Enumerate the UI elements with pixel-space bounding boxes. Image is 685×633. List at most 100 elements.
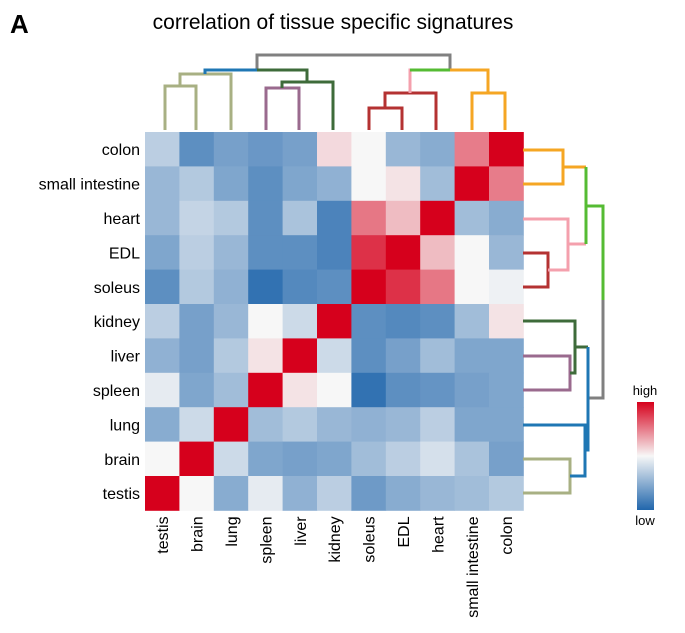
heatmap-cell-colon-liver (282, 132, 318, 167)
heatmap-cell-small-intestine-brain (179, 166, 215, 202)
heatmap-cell-EDL-heart (420, 235, 455, 270)
heatmap-cell-lung-liver (282, 407, 318, 442)
heatmap-cell-colon-heart (420, 132, 455, 167)
heatmap-cell-soleus-liver (282, 269, 318, 305)
colorbar-low-label: low (635, 513, 655, 528)
row-label-lung: lung (110, 417, 140, 434)
heatmap-cell-colon-kidney (317, 132, 352, 167)
heatmap-cell-colon-brain (179, 132, 215, 167)
heatmap-cell-testis-testis (145, 476, 180, 511)
heatmap-cell-small-intestine-EDL (385, 166, 421, 202)
row-label-soleus: soleus (94, 280, 140, 297)
heatmap-cell-brain-spleen (248, 441, 283, 477)
heatmap-cell-kidney-EDL (385, 304, 421, 339)
heatmap-cell-liver-brain (179, 338, 215, 374)
heatmap-cell-liver-heart (420, 338, 455, 374)
column-labels: testis brain lung spleen liver kidney soleus ED… (155, 516, 516, 618)
row-label-spleen: spleen (93, 383, 140, 400)
heatmap-cell-heart-heart (420, 200, 455, 236)
column-label-brain: brain (190, 516, 207, 552)
row-label-kidney: kidney (94, 314, 140, 331)
dendro-top-gut-join (450, 68, 490, 93)
heatmap-cell-heart-lung (213, 200, 249, 236)
heatmap-cell-lung-soleus (351, 407, 387, 442)
heatmap-cell-small-intestine-liver (282, 166, 318, 202)
heatmap-cell-small-intestine-soleus (351, 166, 387, 202)
dendro-row-muscle (584, 167, 605, 300)
heatmap-cell-small-intestine-testis (145, 166, 180, 202)
heatmap-cell-lung-small-intestine (454, 407, 490, 442)
heatmap-cell-brain-brain (179, 441, 215, 477)
column-label-small-intestine: small intestine (465, 516, 482, 617)
heatmap-cell-liver-liver (282, 338, 318, 374)
heatmap-cell-kidney-testis (145, 304, 180, 339)
row-label-EDL: EDL (109, 245, 140, 262)
heatmap-cell-brain-EDL (385, 441, 421, 477)
heatmap-cell-testis-soleus (351, 476, 387, 511)
heatmap-cell-colon-spleen (248, 132, 283, 167)
dendro-top-brain-testis (163, 84, 198, 130)
dendro-row-root (588, 300, 605, 400)
heatmap-cell-kidney-small-intestine (454, 304, 490, 339)
row-label-small-intestine: small intestine (39, 177, 140, 194)
dendro-row-gut (523, 148, 565, 186)
heatmap-cell-colon-lung (213, 132, 249, 167)
dendro-top-heart-join (408, 68, 450, 93)
heatmap-cell-colon-soleus (351, 132, 387, 167)
heatmap-cell-heart-soleus (351, 200, 387, 236)
dendro-top-blue (203, 68, 257, 74)
column-label-EDL: EDL (396, 516, 413, 547)
dendro-top-gut (470, 91, 507, 130)
heatmap-cell-liver-EDL (385, 338, 421, 374)
heatmap-cell-lung-lung (213, 407, 249, 442)
heatmap-cell-EDL-small-intestine (454, 235, 490, 270)
heatmap-cell-spleen-soleus (351, 372, 387, 408)
column-label-kidney: kidney (327, 516, 344, 562)
heatmap-cell-lung-EDL (385, 407, 421, 442)
heatmap-cell-spleen-colon (489, 372, 524, 408)
heatmap-cell-liver-spleen (248, 338, 283, 374)
row-label-testis: testis (103, 486, 140, 503)
heatmap-cell-brain-soleus (351, 441, 387, 477)
heatmap-cell-testis-lung (213, 476, 249, 511)
column-label-testis: testis (155, 516, 172, 553)
heatmap-cell-spleen-EDL (385, 372, 421, 408)
heatmap-cell-heart-brain (179, 200, 215, 236)
heatmap-cell-brain-testis (145, 441, 180, 477)
heatmap-cell-testis-heart (420, 476, 455, 511)
heatmap-cell-small-intestine-kidney (317, 166, 352, 202)
dendro-row-kidney (523, 319, 577, 375)
row-label-brain: brain (104, 452, 140, 469)
heatmap-cell-soleus-kidney (317, 269, 352, 305)
heatmap-cell-testis-liver (282, 476, 318, 511)
dendro-row-spleen-liver (523, 354, 572, 392)
heatmap-cell-brain-kidney (317, 441, 352, 477)
heatmap-cell-spleen-kidney (317, 372, 352, 408)
heatmap-cell-EDL-colon (489, 235, 524, 270)
heatmap-cell-kidney-kidney (317, 304, 352, 339)
heatmap-cell-colon-small-intestine (454, 132, 490, 167)
heatmap-cell-small-intestine-colon (489, 166, 524, 202)
column-label-colon: colon (499, 516, 516, 554)
heatmap-cell-small-intestine-lung (213, 166, 249, 202)
heatmap-cell-heart-testis (145, 200, 180, 236)
heatmap-cell-small-intestine-spleen (248, 166, 283, 202)
heatmap-cell-lung-testis (145, 407, 180, 442)
heatmap-cell-small-intestine-heart (420, 166, 455, 202)
heatmap-cell-testis-EDL (385, 476, 421, 511)
heatmap-cell-testis-brain (179, 476, 215, 511)
heatmap-cell-soleus-heart (420, 269, 455, 305)
colorbar-high-label: high (633, 383, 658, 398)
heatmap-cell-heart-colon (489, 200, 524, 236)
heatmap-cell-soleus-EDL (385, 269, 421, 305)
heatmap-cell-soleus-testis (145, 269, 180, 305)
heatmap-cell-kidney-spleen (248, 304, 283, 339)
heatmap-cell-soleus-brain (179, 269, 215, 305)
dendro-top-lung (178, 72, 233, 130)
heatmap-cell-kidney-soleus (351, 304, 387, 339)
heatmap-cell-liver-colon (489, 338, 524, 374)
heatmap-cell-spleen-brain (179, 372, 215, 408)
heatmap-cell-soleus-colon (489, 269, 524, 305)
row-dendrogram (523, 148, 605, 495)
